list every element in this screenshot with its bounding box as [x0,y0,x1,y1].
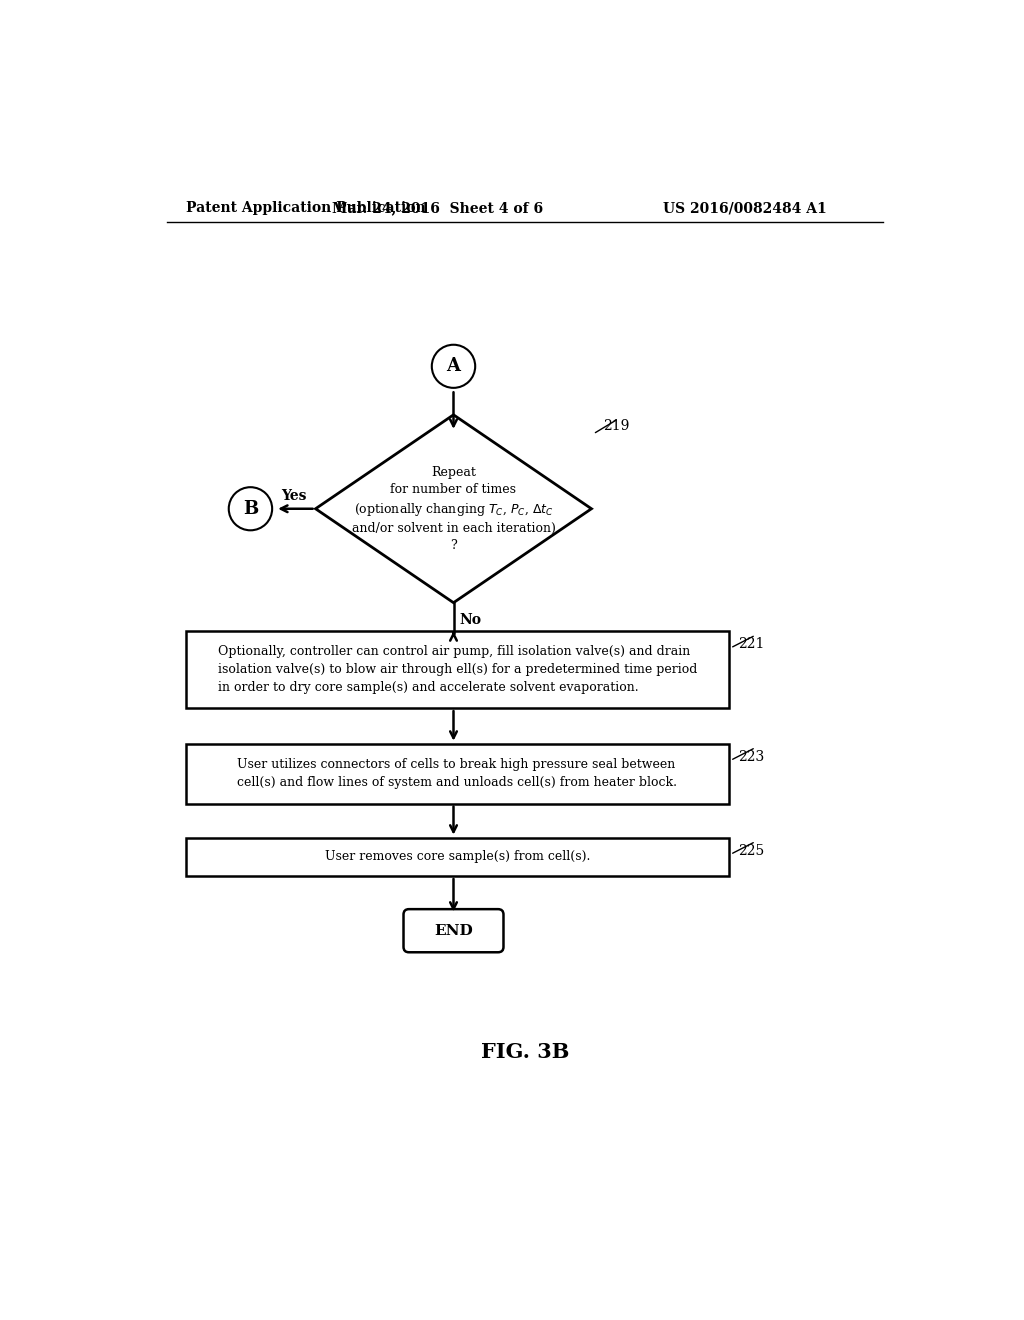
Text: User utilizes connectors of cells to break high pressure seal between
cell(s) an: User utilizes connectors of cells to bre… [238,758,677,789]
Text: User removes core sample(s) from cell(s).: User removes core sample(s) from cell(s)… [325,850,590,863]
Text: 223: 223 [738,750,764,764]
Text: B: B [243,500,258,517]
Text: Patent Application Publication: Patent Application Publication [186,202,426,215]
Text: END: END [434,924,473,937]
Text: A: A [446,358,461,375]
Text: Repeat
for number of times
(optionally changing $T_C$, $P_C$, $\Delta t_C$
and/o: Repeat for number of times (optionally c… [351,466,555,552]
Text: No: No [460,612,481,627]
Text: 225: 225 [738,843,764,858]
Text: Mar. 24, 2016  Sheet 4 of 6: Mar. 24, 2016 Sheet 4 of 6 [333,202,544,215]
Text: 219: 219 [603,418,630,433]
Text: Yes: Yes [281,490,306,503]
Text: FIG. 3B: FIG. 3B [480,1041,569,1061]
Text: 221: 221 [738,638,764,651]
Text: US 2016/0082484 A1: US 2016/0082484 A1 [663,202,826,215]
Text: Optionally, controller can control air pump, fill isolation valve(s) and drain
i: Optionally, controller can control air p… [218,645,697,694]
